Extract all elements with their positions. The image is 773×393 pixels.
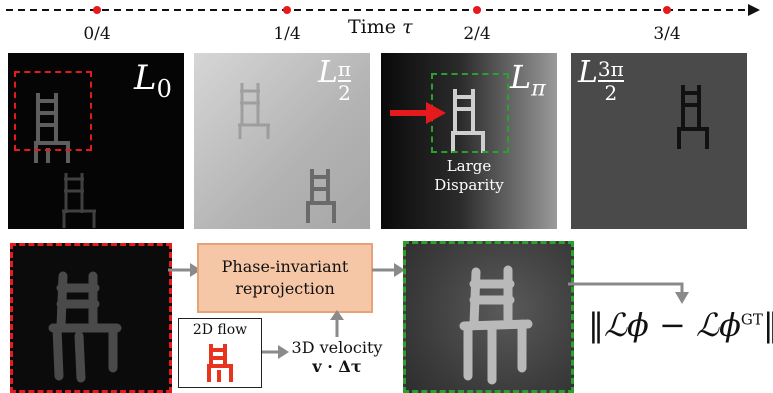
arrow-to-loss-icon	[568, 282, 689, 304]
red-arrow-icon	[390, 102, 446, 124]
arrow-to-green-crop-icon	[372, 263, 405, 277]
frame-panel-1	[194, 53, 370, 229]
flow-inset: 2D flow	[178, 318, 262, 388]
arrow-to-velocity-icon	[262, 345, 289, 359]
reprojection-line1: Phase-invariant	[221, 257, 349, 276]
large-disparity-label: Large Disparity	[434, 157, 504, 194]
chair-icon	[48, 271, 122, 383]
timeline-arrowhead-icon	[748, 4, 760, 16]
tick-label-0: 0/4	[83, 24, 111, 44]
chair-icon	[459, 265, 533, 385]
frame-label-3: L 3π 2	[578, 55, 624, 105]
chair-icon	[451, 89, 485, 153]
timeline-title: Time τ	[348, 16, 413, 38]
loss-expression: ‖ℒϕ − ℒϕGT‖	[588, 306, 773, 344]
chair-icon	[34, 93, 96, 228]
frame-panel-2: Large Disparity	[381, 53, 557, 229]
frame-label-2: Lπ	[510, 58, 546, 102]
frame-panel-3	[571, 53, 747, 229]
chair-icon	[677, 85, 709, 149]
tick-dot-1	[283, 6, 291, 14]
tick-dot-3	[663, 6, 671, 14]
reprojection-line2: reprojection	[235, 279, 335, 298]
tick-label-2: 2/4	[463, 24, 491, 44]
arrow-to-reprojection-icon	[168, 263, 201, 277]
flow-label: 2D flow	[192, 322, 248, 338]
tick-dot-0	[93, 6, 101, 14]
chair-icon	[238, 83, 336, 223]
frame-label-0: L0	[134, 58, 172, 103]
tick-label-1: 1/4	[273, 24, 301, 44]
red-dashed-box	[14, 71, 92, 151]
timeline	[6, 4, 760, 16]
arrow-velocity-up-icon	[330, 310, 344, 337]
tick-dot-2	[473, 6, 481, 14]
red-crop-panel	[10, 243, 172, 393]
velocity-label: 3D velocity v · Δτ	[291, 338, 383, 376]
red-chair-icon	[207, 344, 233, 382]
reprojection-box: Phase-invariant reprojection	[197, 243, 373, 313]
frame-panel-0	[8, 53, 184, 229]
tick-label-3: 3/4	[653, 24, 681, 44]
green-crop-panel	[403, 241, 574, 393]
